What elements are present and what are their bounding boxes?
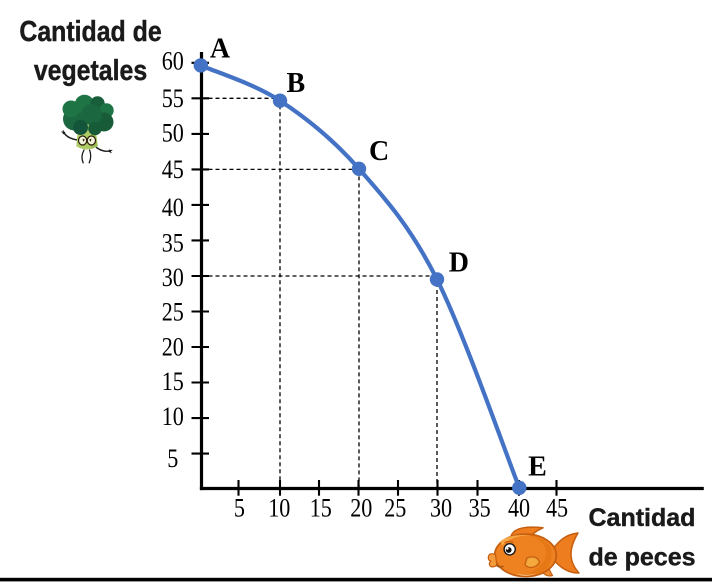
svg-text:60: 60: [162, 48, 184, 76]
svg-text:5: 5: [167, 446, 178, 474]
svg-text:B: B: [287, 68, 306, 99]
svg-text:40: 40: [508, 495, 530, 523]
svg-text:45: 45: [162, 156, 184, 184]
svg-text:A: A: [210, 34, 231, 65]
svg-text:30: 30: [430, 495, 452, 523]
svg-text:40: 40: [162, 194, 184, 222]
svg-text:Cantidad de: Cantidad de: [19, 15, 161, 47]
svg-text:vegetales: vegetales: [34, 54, 147, 86]
svg-text:25: 25: [384, 495, 406, 523]
svg-text:20: 20: [162, 334, 184, 362]
svg-text:15: 15: [162, 369, 184, 397]
svg-text:de peces: de peces: [589, 544, 696, 572]
svg-text:45: 45: [546, 495, 568, 523]
svg-text:10: 10: [268, 495, 290, 523]
svg-text:35: 35: [469, 495, 491, 523]
svg-text:5: 5: [234, 495, 245, 523]
svg-text:15: 15: [310, 495, 332, 523]
svg-text:25: 25: [162, 299, 184, 327]
svg-text:10: 10: [162, 403, 184, 431]
svg-text:50: 50: [162, 120, 184, 148]
svg-text:E: E: [528, 451, 547, 482]
svg-text:Cantidad: Cantidad: [589, 504, 696, 532]
svg-text:C: C: [369, 136, 389, 167]
svg-text:D: D: [449, 248, 469, 279]
svg-text:55: 55: [162, 85, 184, 113]
svg-text:35: 35: [162, 230, 184, 258]
svg-text:20: 20: [350, 495, 372, 523]
svg-text:30: 30: [162, 264, 184, 292]
